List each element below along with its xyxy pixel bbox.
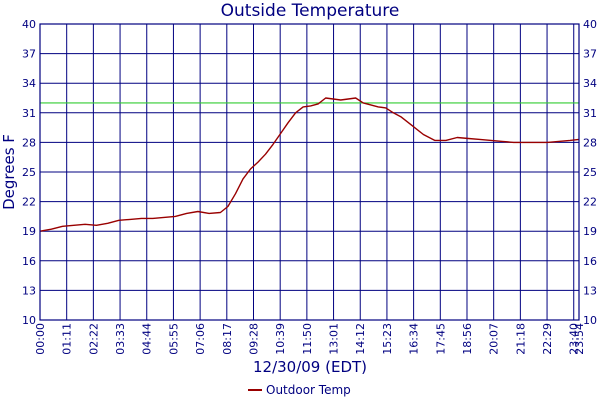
x-tick-label: 08:17 [221, 323, 234, 355]
x-tick-label: 05:55 [167, 323, 180, 355]
y-tick-label-left: 22 [22, 196, 36, 209]
x-tick-label: 20:07 [488, 323, 501, 355]
x-tick-label: 07:06 [194, 323, 207, 355]
y-tick-label-right: 16 [583, 255, 597, 268]
y-axis-label: Degrees F [0, 134, 18, 210]
y-tick-label-right: 37 [583, 48, 597, 61]
x-tick-label: 11:50 [301, 323, 314, 355]
series-layer [39, 97, 580, 232]
y-tick-label-left: 10 [22, 314, 36, 327]
chart-title: Outside Temperature [221, 1, 400, 21]
legend: Outdoor Temp [248, 383, 351, 397]
x-tick-label: 23:54 [573, 323, 586, 355]
y-tick-label-left: 40 [22, 18, 36, 31]
x-tick-label: 10:39 [274, 323, 287, 355]
y-tick-label-left: 34 [22, 77, 36, 90]
y-tick-label-right: 28 [583, 136, 597, 149]
x-tick-label: 17:45 [434, 323, 447, 355]
y-tick-label-left: 37 [22, 48, 36, 61]
x-tick-label: 22:29 [541, 323, 554, 355]
y-tick-label-right: 13 [583, 284, 597, 297]
x-tick-label: 16:34 [408, 323, 421, 355]
y-tick-label-right: 19 [583, 225, 597, 238]
y-tick-label-right: 34 [583, 77, 597, 90]
y-tick-label-left: 31 [22, 107, 36, 120]
x-tick-label: 23:40 [568, 323, 581, 355]
y-tick-label-left: 19 [22, 225, 36, 238]
x-tick-label: 02:22 [87, 323, 100, 355]
y-tick-label-left: 25 [22, 166, 36, 179]
tick-label-layer: 10 10 13 13 16 16 19 19 22 22 25 25 28 28 31 31 34 34 37 37… [22, 18, 597, 355]
x-tick-label: 04:44 [141, 323, 154, 355]
x-tick-label: 15:23 [381, 323, 394, 355]
x-tick-label: 21:18 [514, 323, 527, 355]
legend-label: Outdoor Temp [266, 383, 351, 397]
y-tick-label-left: 13 [22, 284, 36, 297]
y-tick-label-left: 16 [22, 255, 36, 268]
y-tick-label-left: 28 [22, 136, 36, 149]
x-tick-label: 09:28 [247, 323, 260, 355]
y-tick-label-right: 25 [583, 166, 597, 179]
plot-frame [39, 23, 580, 321]
x-axis-label: 12/30/09 (EDT) [253, 358, 367, 376]
x-tick-label: 01:11 [61, 323, 74, 355]
series-line-0 [39, 97, 580, 232]
x-tick-label: 18:56 [461, 323, 474, 355]
x-tick-label: 00:00 [34, 323, 47, 355]
grid-layer [39, 23, 580, 321]
x-tick-label: 03:33 [114, 323, 127, 355]
y-tick-label-right: 22 [583, 196, 597, 209]
y-tick-label-right: 40 [583, 18, 597, 31]
y-tick-label-right: 10 [583, 314, 597, 327]
x-tick-label: 14:12 [354, 323, 367, 355]
x-tick-label: 13:01 [328, 323, 341, 355]
y-tick-label-right: 31 [583, 107, 597, 120]
